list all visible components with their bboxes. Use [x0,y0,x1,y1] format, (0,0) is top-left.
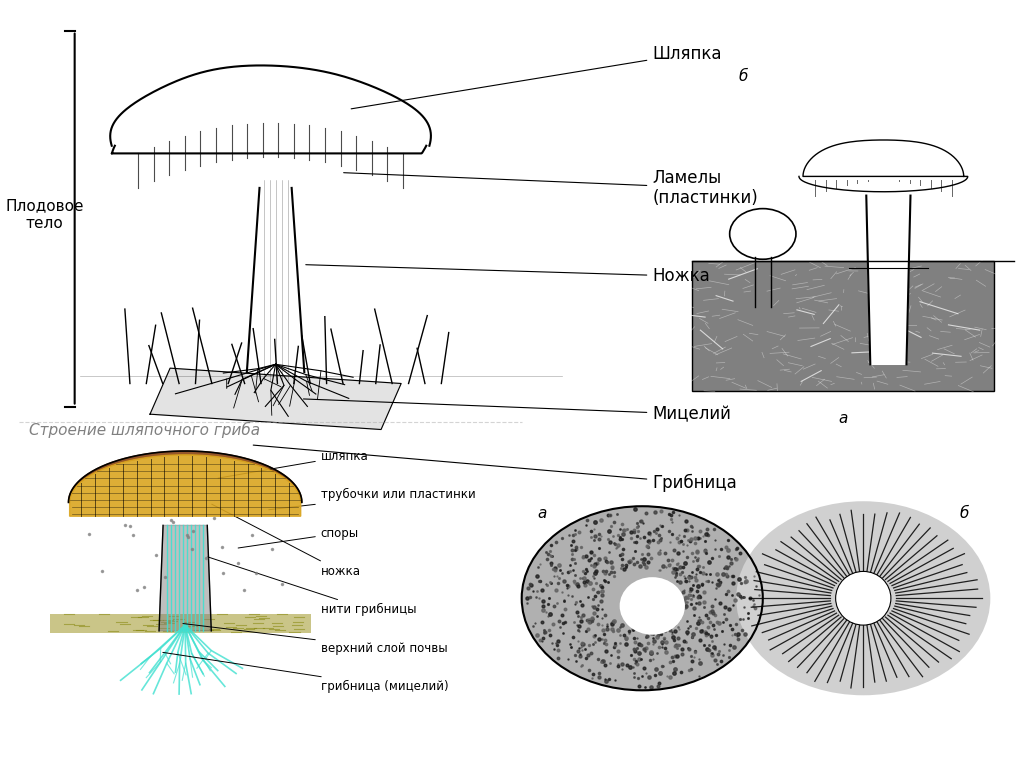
Polygon shape [866,196,910,364]
Circle shape [730,209,796,259]
Text: трубочки или пластинки: трубочки или пластинки [268,488,475,510]
Text: Грибница: Грибница [253,445,737,492]
FancyBboxPatch shape [692,261,994,391]
Text: а: а [839,410,848,426]
Text: Ламелы
(пластинки): Ламелы (пластинки) [344,169,758,207]
Polygon shape [799,140,968,192]
Text: б: б [959,506,969,522]
Text: а: а [538,506,547,522]
Text: ножка: ножка [212,504,360,578]
Polygon shape [69,451,302,502]
Text: шляпка: шляпка [218,450,369,478]
Polygon shape [70,455,301,516]
Text: Шляпка: Шляпка [351,44,722,109]
Polygon shape [159,525,211,630]
Text: Плодовое
тело: Плодовое тело [5,199,84,231]
Polygon shape [150,368,401,430]
Text: б: б [738,69,748,84]
Text: нити грибницы: нити грибницы [208,557,417,617]
Text: верхний слой почвы: верхний слой почвы [183,624,447,654]
Circle shape [736,502,990,695]
Text: споры: споры [239,527,359,548]
Ellipse shape [620,578,685,635]
Text: Ножка: Ножка [306,265,710,285]
Text: Мицелий: Мицелий [303,399,731,423]
FancyBboxPatch shape [49,614,310,633]
Circle shape [521,506,763,690]
Text: грибница (мицелий): грибница (мицелий) [163,653,449,693]
Ellipse shape [836,571,891,625]
Text: Строение шляпочного гриба: Строение шляпочного гриба [30,421,260,438]
